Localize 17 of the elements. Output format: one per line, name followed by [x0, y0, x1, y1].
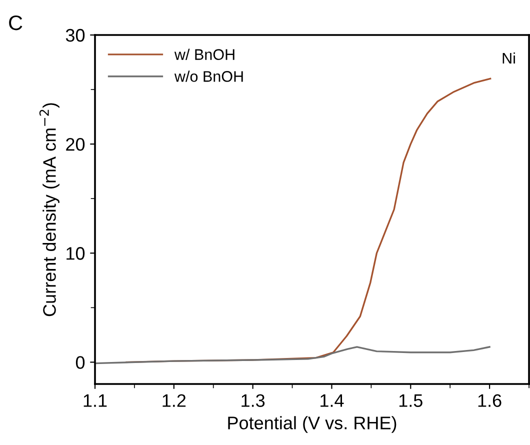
y-tick-label: 30 [66, 28, 85, 42]
legend-label: w/o BnOH [174, 70, 243, 82]
x-tick-label: 1.5 [399, 394, 422, 407]
y-axis-title: Current density (mA cm$^{−2}$) [39, 103, 60, 316]
x-tick-label: 1.6 [478, 394, 502, 407]
legend-label: w/ BnOH [174, 48, 234, 60]
text: C [9, 15, 22, 30]
y-tick-label: 10 [66, 247, 85, 260]
y-tick-label: 0 [76, 356, 85, 369]
y-tick-label: 20 [66, 138, 85, 151]
x-tick-label: 1.2 [162, 394, 186, 407]
x-axis-title: Potential (V vs. RHE) [228, 416, 396, 433]
line-series [95, 346, 490, 364]
annotation: Ni [502, 52, 515, 64]
x-tick-label: 1.4 [320, 394, 344, 407]
x-tick-label: 1.3 [242, 394, 265, 407]
x-tick-label: 1.1 [84, 394, 107, 407]
